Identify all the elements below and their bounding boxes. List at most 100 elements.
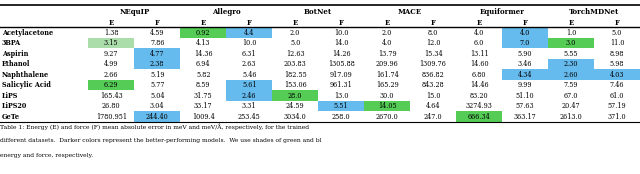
Text: 24.59: 24.59 (286, 102, 305, 110)
Text: Equiformer: Equiformer (479, 8, 525, 16)
Bar (548, 69, 594, 80)
Text: NEquIP: NEquIP (119, 8, 149, 16)
Text: 961.31: 961.31 (330, 81, 353, 89)
Text: 4.0: 4.0 (474, 29, 484, 37)
Text: Table 1: Energy (E) and force (F) mean absolute error in meV and meV/Å, respecti: Table 1: Energy (E) and force (F) mean a… (0, 124, 309, 130)
Text: 1305.88: 1305.88 (328, 60, 355, 68)
Text: 4.13: 4.13 (196, 39, 211, 47)
Text: F: F (523, 19, 527, 27)
Bar (502, 69, 548, 80)
Text: 4.34: 4.34 (518, 71, 532, 79)
Text: 161.74: 161.74 (376, 71, 399, 79)
Text: 3.15: 3.15 (104, 39, 118, 47)
Text: 2.46: 2.46 (242, 92, 257, 100)
Text: E: E (200, 19, 206, 27)
Text: 153.06: 153.06 (284, 81, 307, 89)
Text: 15.0: 15.0 (426, 92, 440, 100)
Text: 1309.76: 1309.76 (420, 60, 447, 68)
Text: 253.45: 253.45 (238, 113, 260, 121)
Text: 258.0: 258.0 (332, 113, 351, 121)
Bar (180, 27, 227, 38)
Text: Acetylacetone: Acetylacetone (2, 29, 53, 37)
Text: 51.10: 51.10 (516, 92, 534, 100)
Text: 165.29: 165.29 (376, 81, 399, 89)
Text: 5.90: 5.90 (518, 50, 532, 58)
Text: 5.0: 5.0 (290, 39, 300, 47)
Text: 6.31: 6.31 (242, 50, 257, 58)
Text: 5.46: 5.46 (242, 71, 257, 79)
Text: energy and force, respectively.: energy and force, respectively. (0, 153, 93, 158)
Text: F: F (155, 19, 160, 27)
Bar (88, 38, 134, 48)
Text: E: E (109, 19, 114, 27)
Text: 7.86: 7.86 (150, 39, 164, 47)
Text: 14.46: 14.46 (470, 81, 488, 89)
Text: 28.0: 28.0 (288, 92, 303, 100)
Text: E: E (476, 19, 482, 27)
Text: 5.98: 5.98 (610, 60, 624, 68)
Text: 4.03: 4.03 (610, 71, 624, 79)
Bar (227, 90, 272, 101)
Text: 5.19: 5.19 (150, 71, 164, 79)
Text: F: F (339, 19, 344, 27)
Bar (134, 59, 180, 69)
Text: 666.34: 666.34 (468, 113, 490, 121)
Text: 13.11: 13.11 (470, 50, 488, 58)
Text: 30.0: 30.0 (380, 92, 394, 100)
Text: 5.0: 5.0 (612, 29, 622, 37)
Text: 2.66: 2.66 (104, 71, 118, 79)
Text: 8.59: 8.59 (196, 81, 211, 89)
Text: MACE: MACE (398, 8, 422, 16)
Text: 2670.0: 2670.0 (376, 113, 399, 121)
Text: 20.47: 20.47 (562, 102, 580, 110)
Text: 836.82: 836.82 (422, 71, 445, 79)
Text: 371.0: 371.0 (608, 113, 627, 121)
Text: 5.51: 5.51 (334, 102, 348, 110)
Text: 5.77: 5.77 (150, 81, 164, 89)
Text: 14.05: 14.05 (378, 102, 396, 110)
Text: 3.04: 3.04 (150, 102, 164, 110)
Bar (134, 48, 180, 59)
Text: 5.04: 5.04 (150, 92, 164, 100)
Bar (0, 5, 640, 122)
Text: 244.40: 244.40 (146, 113, 169, 121)
Text: 203.83: 203.83 (284, 60, 307, 68)
Text: 14.26: 14.26 (332, 50, 351, 58)
Text: 2.38: 2.38 (150, 60, 164, 68)
Bar (88, 80, 134, 90)
Text: 2.0: 2.0 (382, 29, 392, 37)
Text: F: F (614, 19, 620, 27)
Text: 4.99: 4.99 (104, 60, 118, 68)
Text: 14.0: 14.0 (334, 39, 348, 47)
Bar (272, 90, 318, 101)
Text: 5.55: 5.55 (564, 50, 579, 58)
Text: 6.0: 6.0 (474, 39, 484, 47)
Text: 15.34: 15.34 (424, 50, 442, 58)
Bar (134, 111, 180, 122)
Text: 2613.0: 2613.0 (559, 113, 582, 121)
Text: 363.17: 363.17 (514, 113, 536, 121)
Text: 1.0: 1.0 (566, 29, 576, 37)
Text: 83.20: 83.20 (470, 92, 488, 100)
Text: different datasets.  Darker colors represent the better-performing models.  We u: different datasets. Darker colors repres… (0, 138, 322, 143)
Text: E: E (292, 19, 298, 27)
Text: 4.59: 4.59 (150, 29, 164, 37)
Text: 2.63: 2.63 (242, 60, 257, 68)
Text: 2.0: 2.0 (290, 29, 300, 37)
Text: 31.75: 31.75 (194, 92, 212, 100)
Text: 5.61: 5.61 (242, 81, 257, 89)
Text: 917.09: 917.09 (330, 71, 353, 79)
Text: 1.38: 1.38 (104, 29, 118, 37)
Bar (502, 38, 548, 48)
Text: 7.59: 7.59 (564, 81, 579, 89)
Text: BotNet: BotNet (304, 8, 332, 16)
Text: GeTe: GeTe (2, 113, 20, 121)
Text: 182.55: 182.55 (284, 71, 307, 79)
Text: 8.0: 8.0 (428, 29, 438, 37)
Text: 7.46: 7.46 (610, 81, 624, 89)
Text: 3274.93: 3274.93 (466, 102, 493, 110)
Text: 7.0: 7.0 (520, 39, 531, 47)
Text: 4.64: 4.64 (426, 102, 440, 110)
Bar (227, 27, 272, 38)
Text: Salicylic Acid: Salicylic Acid (2, 81, 51, 89)
